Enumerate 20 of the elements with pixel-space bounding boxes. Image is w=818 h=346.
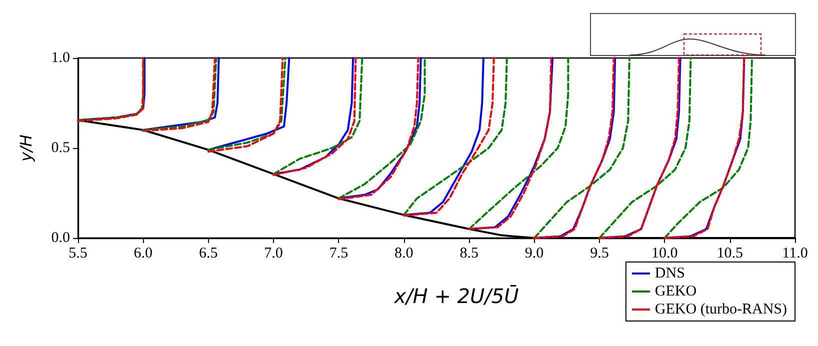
x-tick-label: 7.0 — [264, 246, 283, 262]
legend-label: GEKO — [654, 284, 697, 300]
legend-label: GEKO (turbo-RANS) — [654, 302, 788, 318]
x-tick-label: 10.0 — [652, 246, 678, 262]
x-axis-title: x/H + 2U/5Ū — [393, 284, 520, 308]
y-tick-label: 1.0 — [51, 50, 70, 66]
x-tick-label: 9.5 — [590, 246, 609, 262]
y-tick-label: 0.5 — [51, 140, 70, 156]
y-axis-title: y/H — [16, 134, 36, 162]
x-tick-label: 8.0 — [394, 246, 414, 262]
x-tick-label: 6.0 — [134, 246, 153, 262]
x-tick-label: 5.5 — [68, 246, 88, 262]
x-tick-label: 9.0 — [524, 246, 544, 262]
y-tick-label: 0.0 — [51, 230, 70, 246]
x-tick-label: 8.5 — [460, 246, 478, 262]
x-tick-label: 11.0 — [782, 246, 808, 262]
x-tick-label: 7.5 — [329, 246, 348, 262]
legend-label: DNS — [654, 266, 685, 282]
x-tick-label: 10.5 — [716, 246, 743, 262]
x-tick-label: 6.5 — [198, 246, 218, 262]
